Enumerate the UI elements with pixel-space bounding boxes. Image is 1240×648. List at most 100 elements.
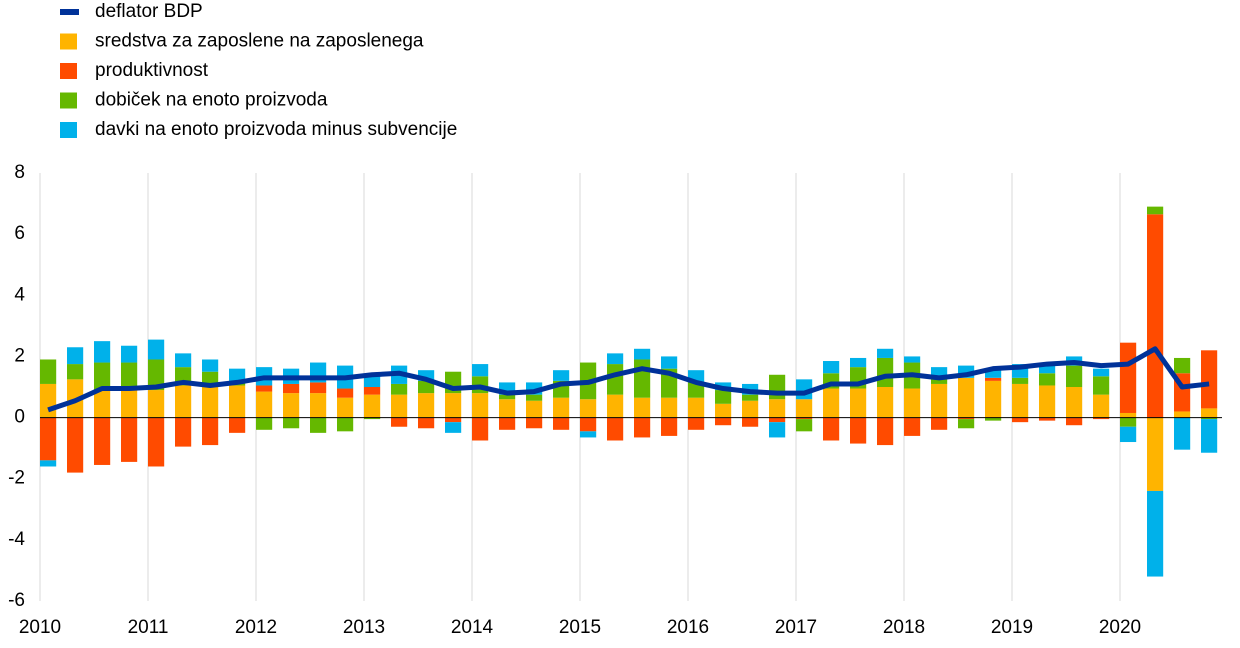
bar (256, 385, 273, 392)
legend-swatch (60, 33, 77, 50)
bar (1174, 411, 1191, 418)
bar (40, 359, 57, 384)
bar (931, 383, 948, 418)
bar (175, 385, 192, 418)
x-tick-label: 2017 (775, 617, 817, 638)
bar (1039, 385, 1056, 418)
bar (256, 391, 273, 418)
x-tick-label: 2016 (667, 617, 709, 638)
bar (148, 339, 165, 360)
bar (418, 380, 435, 394)
bar (742, 417, 759, 427)
bar (1093, 394, 1110, 418)
x-tick-label: 2013 (343, 617, 385, 638)
bar (499, 417, 516, 430)
bar (1147, 206, 1164, 215)
bar (1147, 214, 1164, 418)
bar (823, 361, 840, 374)
bar (715, 390, 732, 404)
bar (364, 387, 381, 395)
bar (364, 374, 381, 387)
bar (634, 348, 651, 360)
bar (715, 403, 732, 418)
bar (796, 417, 813, 420)
bar (148, 417, 165, 467)
bar (391, 417, 408, 427)
bar (1147, 417, 1164, 491)
bar (445, 417, 462, 423)
bar (1201, 350, 1218, 409)
bar (121, 417, 138, 462)
x-tick-label: 2020 (1099, 617, 1141, 638)
bar (364, 417, 381, 420)
bar (958, 419, 975, 429)
bar (688, 417, 705, 430)
bar (94, 362, 111, 391)
bar (1201, 417, 1218, 420)
bar (202, 359, 219, 372)
legend-swatch (60, 9, 79, 15)
legend-label: produktivnost (95, 60, 209, 81)
bar (634, 359, 651, 398)
bar (256, 417, 273, 430)
bar (580, 399, 597, 418)
legend-label: dobiček na enoto proizvoda (95, 90, 328, 111)
bar (877, 417, 894, 446)
bar (688, 382, 705, 398)
bar (1120, 426, 1137, 443)
bar (850, 417, 867, 444)
legend-label: davki na enoto proizvoda minus subvencij… (95, 119, 457, 140)
bar (1093, 376, 1110, 395)
bar (877, 357, 894, 387)
bar (337, 397, 354, 418)
bar (94, 417, 111, 465)
bar (715, 417, 732, 426)
legend-swatch (60, 63, 77, 79)
bar (688, 397, 705, 418)
bar (283, 383, 300, 394)
bar (310, 417, 327, 433)
bar (553, 370, 570, 381)
bar (796, 399, 813, 418)
bar (337, 417, 354, 432)
line (47, 346, 1210, 413)
bar (1066, 387, 1083, 418)
bar (418, 417, 435, 429)
y-tick-label: 0 (14, 407, 25, 428)
bar (94, 341, 111, 363)
bar (985, 417, 1002, 421)
bar (418, 393, 435, 418)
bar (634, 397, 651, 418)
bar (1120, 412, 1137, 418)
bar (1120, 342, 1137, 413)
bar (931, 367, 948, 378)
bar (175, 417, 192, 447)
bar (526, 400, 543, 418)
bar (553, 417, 570, 430)
bar (850, 357, 867, 368)
bar (445, 393, 462, 418)
y-tick-label: 2 (14, 345, 25, 366)
legend-swatch (60, 92, 77, 109)
bar (148, 359, 165, 391)
bar (1039, 417, 1056, 421)
bar (1120, 417, 1137, 427)
bar (904, 388, 921, 418)
bar (931, 417, 948, 430)
bar (121, 390, 138, 418)
bar (1174, 417, 1191, 450)
bar (40, 417, 57, 461)
bar (1012, 417, 1029, 423)
bar (742, 394, 759, 401)
bar (823, 388, 840, 418)
y-tick-label: 4 (14, 284, 25, 305)
bar (229, 385, 246, 418)
bar (202, 387, 219, 418)
bar (580, 431, 597, 438)
bar (769, 399, 786, 418)
bar (661, 417, 678, 436)
bar (499, 399, 516, 418)
bar (94, 390, 111, 418)
bar (499, 394, 516, 400)
bar (1066, 365, 1083, 387)
